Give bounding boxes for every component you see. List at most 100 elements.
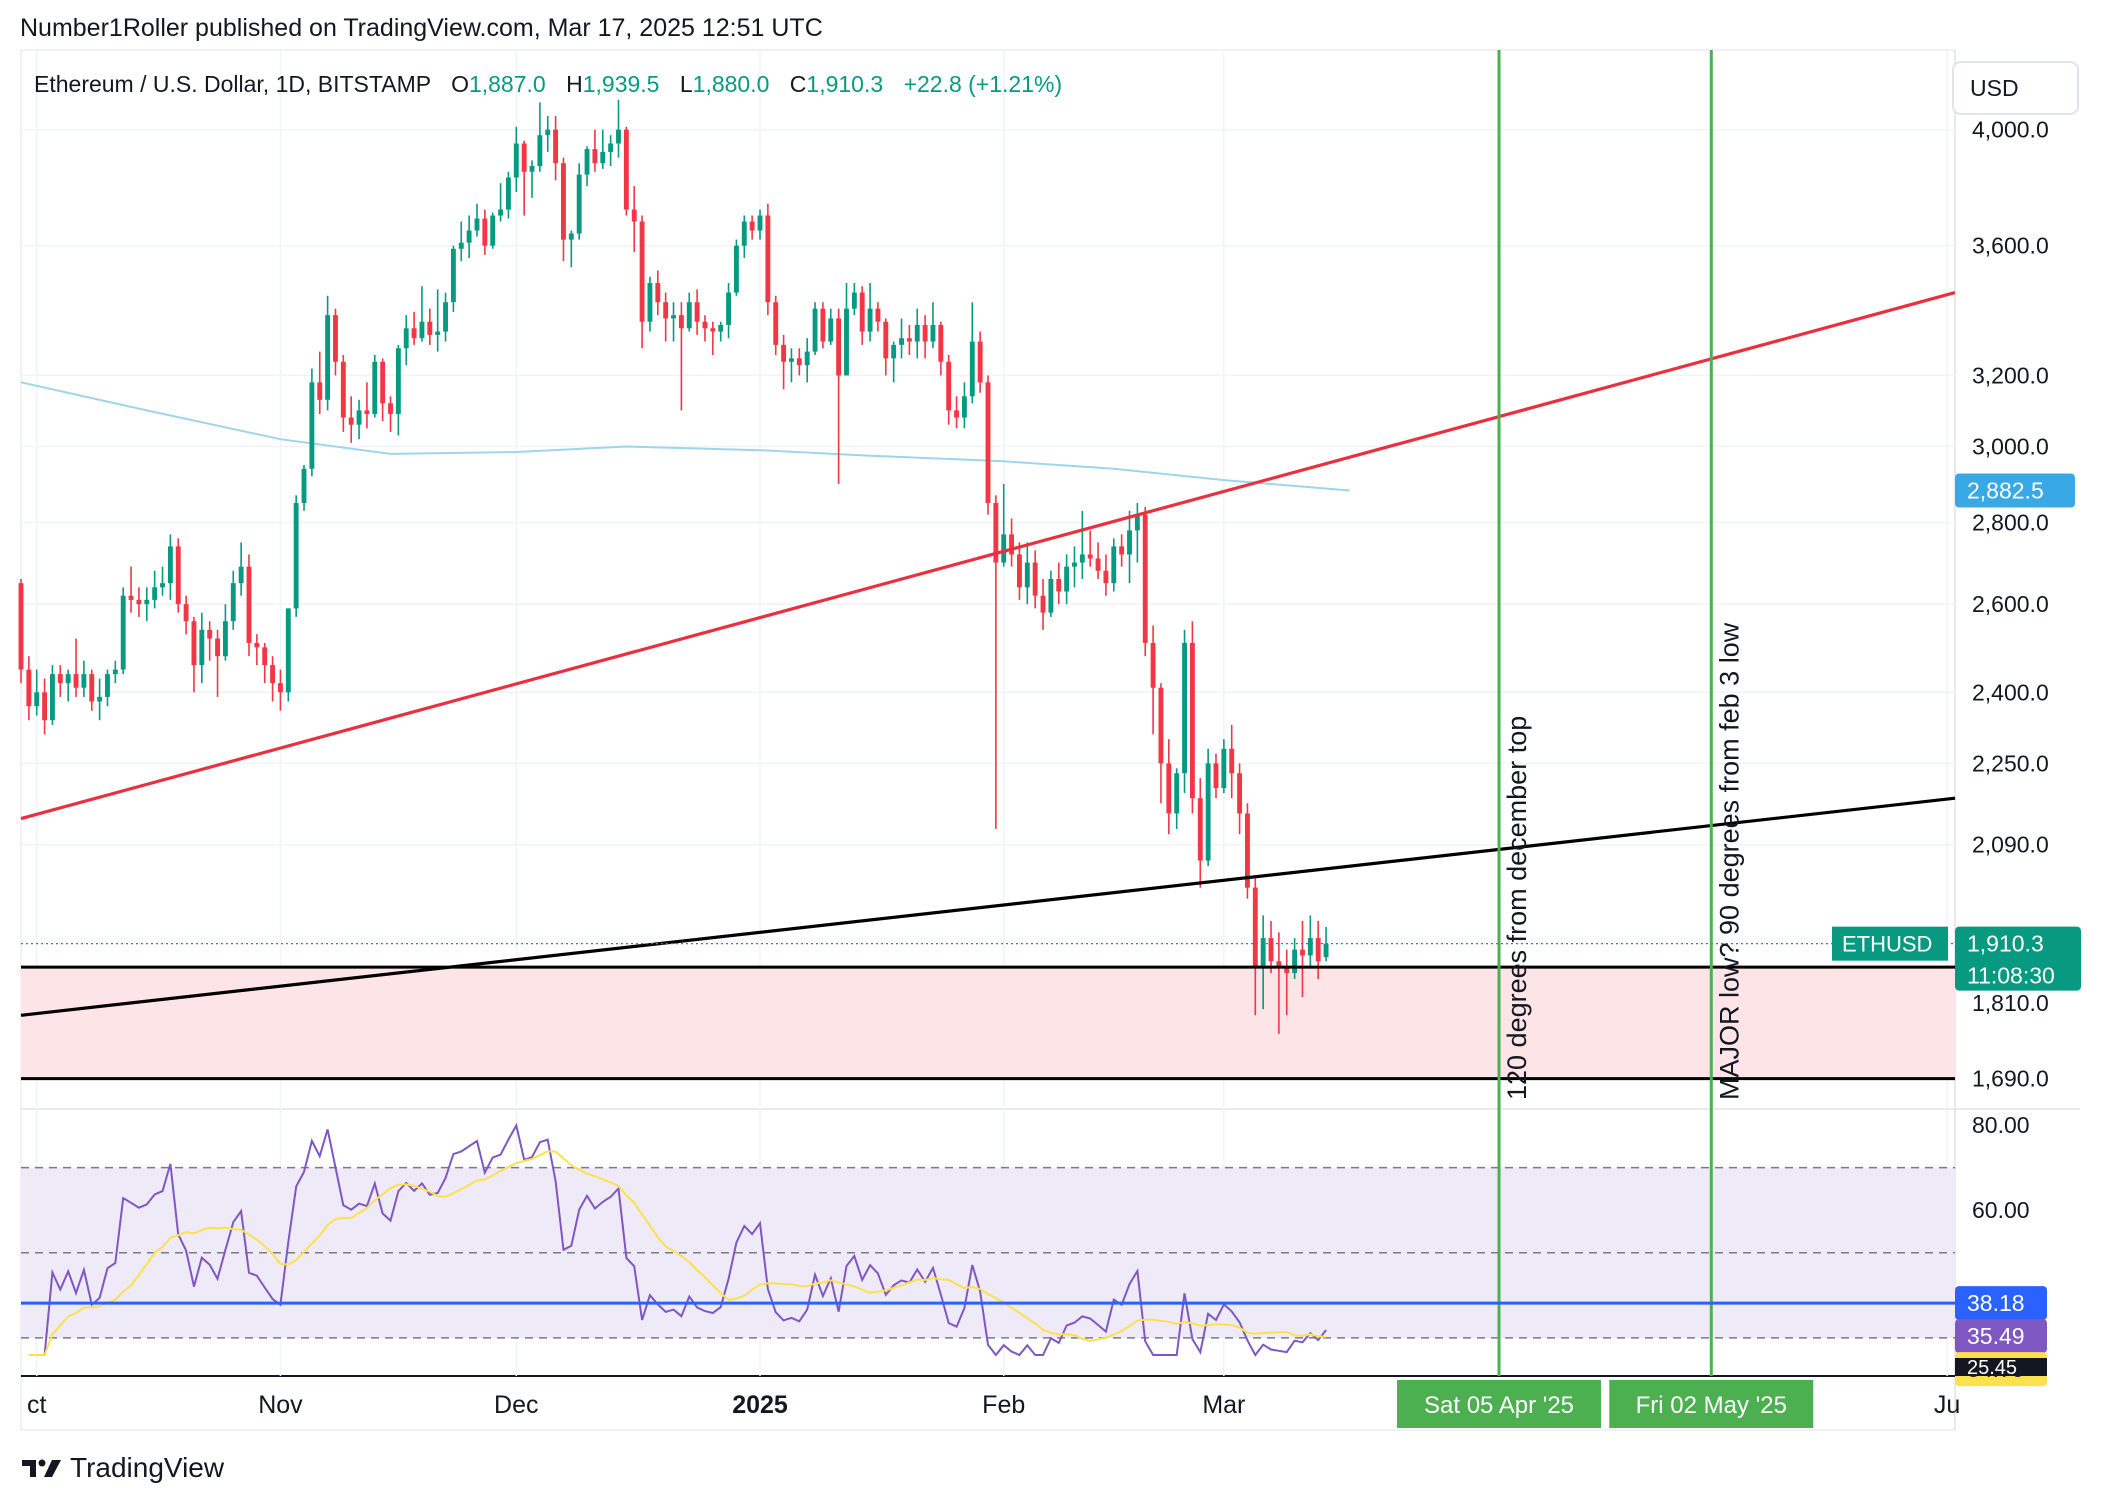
candle-body [946, 361, 952, 411]
time-tick-label: Nov [258, 1391, 303, 1419]
rsi-min-badge: 25.45 [1967, 1357, 2017, 1379]
candle-body [230, 583, 236, 622]
price-tick-label: 2,090.0 [1972, 832, 2049, 858]
candle-body [655, 283, 661, 303]
currency-button[interactable]: USD [1952, 61, 2079, 115]
drawn-lines[interactable] [20, 291, 1956, 1081]
candle-body [128, 595, 134, 600]
tradingview-logo[interactable]: TradingView [22, 1452, 224, 1484]
candle-body [1048, 579, 1054, 613]
high-value: 1,939.5 [583, 71, 660, 97]
candle-body [592, 149, 598, 164]
rsi-level-badge-bg [1955, 1286, 2047, 1321]
candle-body [474, 218, 480, 231]
vline2-annotation[interactable]: MAJOR low? 90 degrees from feb 3 low [1714, 622, 1744, 1100]
candle-body [977, 341, 983, 383]
high-label: H [566, 71, 583, 97]
candle-body [278, 683, 283, 693]
time-tick-label: Mar [1202, 1391, 1245, 1419]
candle-body [781, 344, 787, 362]
candle-body [372, 361, 378, 414]
open-label: O [451, 71, 469, 97]
candle-body [97, 696, 103, 702]
price-tick-label: 3,200.0 [1972, 362, 2049, 388]
candle-body [81, 674, 87, 688]
time-tick-label: ct [27, 1391, 47, 1419]
candle-body [356, 410, 362, 425]
candle-body [340, 361, 346, 418]
candle-body [1260, 938, 1266, 968]
candle-body [1072, 562, 1077, 567]
candle-body [105, 674, 110, 697]
published-by-header: Number1Roller published on TradingView.c… [20, 14, 823, 42]
candle-body [1119, 546, 1125, 555]
candle-body [537, 135, 543, 167]
candle-body [388, 403, 393, 414]
vline1-annotation[interactable]: 120 degrees from december top [1502, 716, 1532, 1100]
candle-body [1127, 530, 1132, 555]
time-tick-label: Dec [494, 1391, 538, 1419]
candle-body [246, 566, 252, 643]
candle-body [1213, 763, 1219, 789]
candle-body [144, 599, 150, 605]
ma-200-line [20, 381, 1350, 492]
candle-body [1205, 763, 1211, 861]
candle-body [199, 629, 205, 666]
candle-body [820, 308, 826, 342]
candle-body [26, 669, 32, 707]
candle-body [812, 308, 818, 352]
rsi-value-badge: 35.49 [1967, 1323, 2025, 1349]
candle-body [1252, 887, 1258, 968]
candle-body [427, 321, 433, 335]
candle-body [458, 242, 464, 249]
symbol-tag-bg [1832, 926, 1948, 961]
black-trendline [20, 796, 1956, 1017]
candle-body [1087, 554, 1093, 559]
candle-body [694, 302, 700, 322]
close-label: C [790, 71, 807, 97]
candle-body [1024, 562, 1030, 588]
candle-body [749, 221, 755, 231]
candle-body [1268, 938, 1274, 962]
last-price-badge-bg [1955, 926, 2081, 991]
price-tick-label: 2,800.0 [1972, 510, 2049, 536]
open-value: 1,887.0 [469, 71, 546, 97]
candle-body [222, 621, 228, 657]
candle-body [1292, 949, 1298, 974]
candle-body [765, 215, 771, 303]
vertical-time-lines[interactable] [1497, 50, 1713, 1376]
date-tag-bg [1397, 1380, 1602, 1428]
candle-body [1189, 642, 1195, 799]
rsi-lines [21, 1122, 1955, 1357]
date-tag-label: Fri 02 May '25 [1636, 1392, 1787, 1419]
candle-body [875, 308, 881, 322]
candle-body [914, 324, 920, 342]
candle-body [1158, 687, 1164, 764]
candle-body [1079, 554, 1085, 563]
tradingview-logo-icon [22, 1459, 61, 1477]
candle-body [576, 174, 582, 234]
candle-body [789, 358, 794, 362]
candle-body [726, 292, 731, 325]
candle-body [733, 245, 739, 293]
candle-body [411, 328, 417, 339]
price-tick-label: 1,690.0 [1972, 1066, 2049, 1092]
candle-body [254, 642, 260, 648]
price-tick-label: 4,000.0 [1972, 117, 2049, 143]
candle-body [152, 587, 158, 600]
candle-body [238, 566, 244, 584]
candle-body [1197, 798, 1203, 861]
candle-body [293, 503, 299, 609]
axes: 4,000.0 3,600.0 3,200.0 3,000.0 2,800.0 2,600… [27, 117, 2049, 1428]
symbol-title: Ethereum / U.S. Dollar, 1D, BITSTAMP [34, 71, 431, 97]
candle-body [1009, 534, 1015, 555]
candle-body [207, 629, 213, 639]
candle-body [938, 324, 944, 362]
rsi-ma-line [28, 1150, 1327, 1356]
candle-body [1284, 967, 1290, 974]
candle-body [1040, 595, 1046, 613]
support-zone-rect [21, 967, 1955, 1079]
candle-body [1142, 514, 1148, 643]
candle-body [702, 321, 708, 329]
